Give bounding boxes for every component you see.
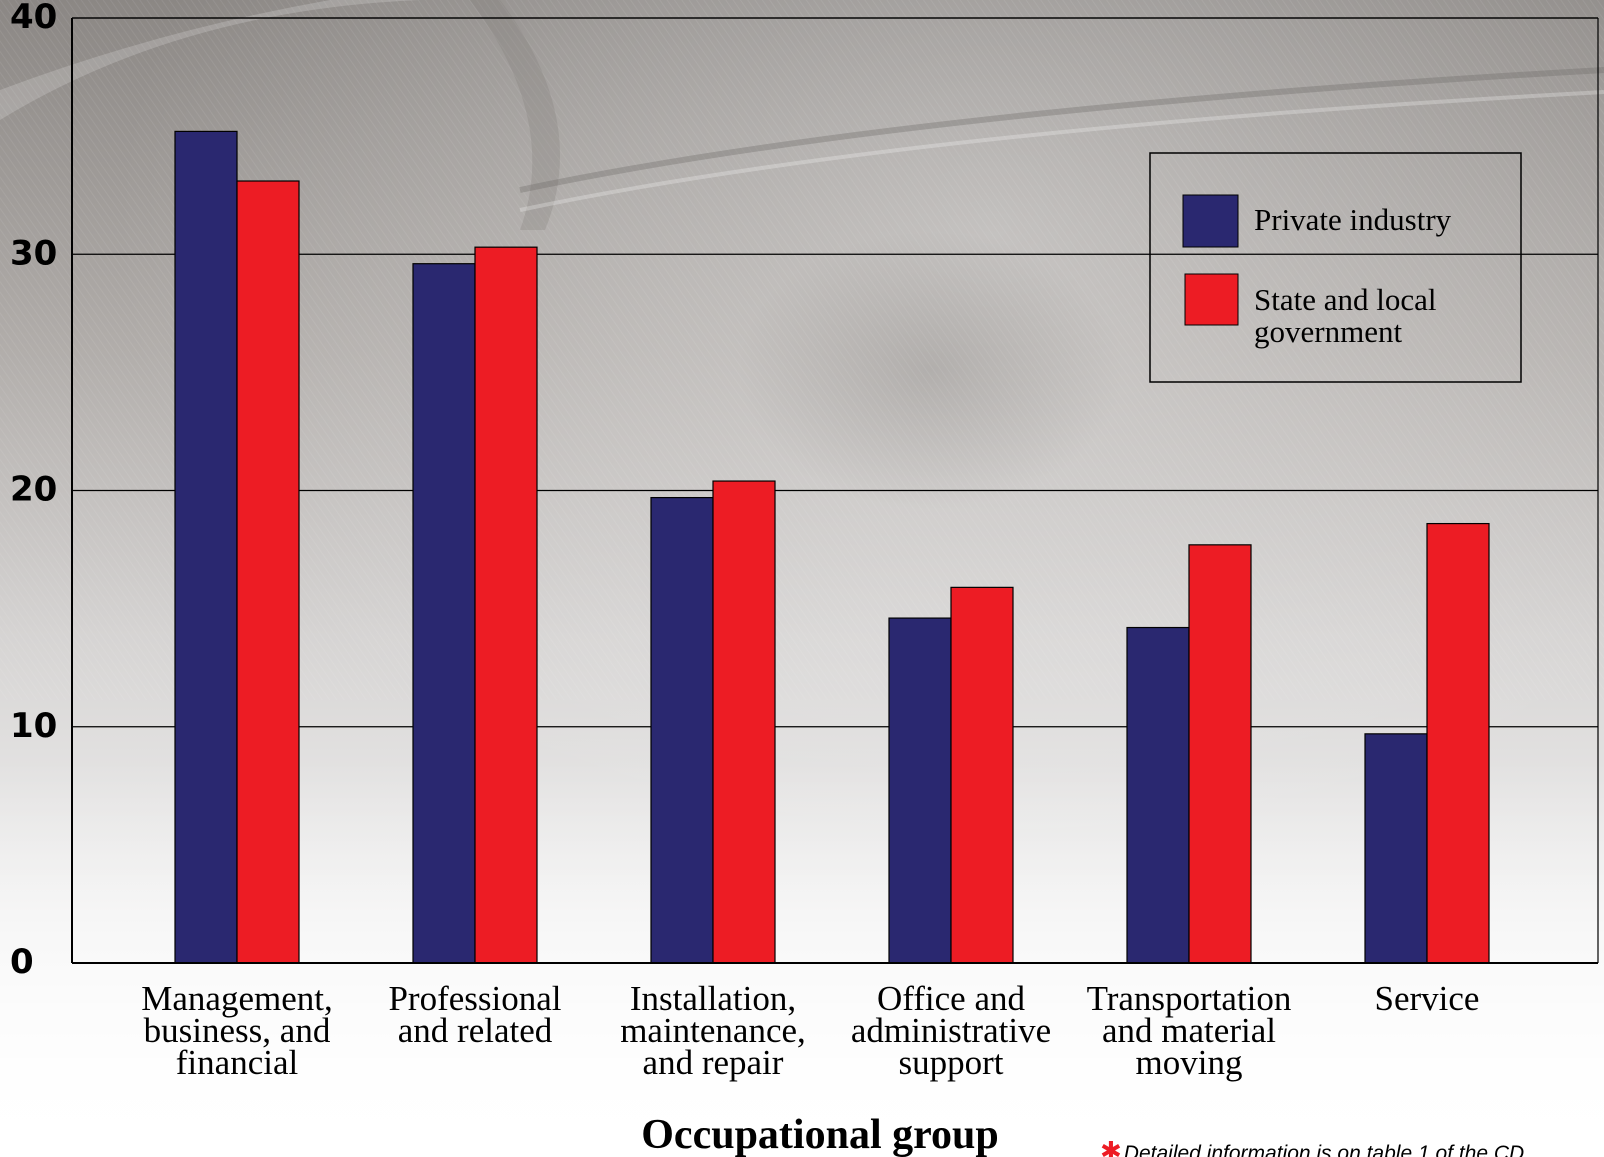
legend-swatch-state-and-local-government: [1184, 273, 1239, 326]
bar-private-industry-management-business-and-financial: [174, 130, 238, 964]
bar-private-industry-transportation-and-material-moving: [1126, 626, 1190, 964]
bar-state-and-local-government-installation-maintenance-and-repair: [712, 480, 776, 964]
bar-private-industry-installation-maintenance-and-repair: [650, 496, 714, 964]
bar-state-and-local-government-professional-and-related: [474, 246, 538, 964]
legend-label-private-industry: Private industry: [1254, 202, 1452, 237]
bar-private-industry-office-and-administrative-support: [888, 617, 952, 964]
bar-private-industry-professional-and-related: [412, 263, 476, 964]
bar-private-industry-service: [1364, 733, 1428, 964]
x-tick-label-transportation-and-material-moving: Transportation and material moving: [1087, 979, 1292, 1082]
x-axis-title: Occupational group: [641, 1112, 998, 1157]
y-tick-label-10: 10: [10, 706, 57, 746]
y-tick-label-20: 20: [10, 470, 57, 510]
footnote: ✱Detailed information is on table 1 of t…: [1100, 1137, 1524, 1157]
x-tick-label-professional-and-related: Professional and related: [388, 979, 561, 1050]
legend: Private industry State and local governme…: [1149, 152, 1522, 383]
y-tick-label-30: 30: [10, 233, 57, 273]
y-tick-labels: 0 10 20 30 40: [10, 0, 57, 982]
x-tick-label-office-and-administrative-support: Office and administrative support: [851, 979, 1051, 1082]
x-tick-label-installation-maintenance-and-repair: Installation, maintenance, and repair: [620, 979, 806, 1082]
axes: [71, 17, 1599, 964]
y-tick-label-40: 40: [10, 0, 57, 37]
bar-state-and-local-government-management-business-and-financial: [236, 180, 300, 964]
legend-box: [1149, 152, 1522, 383]
x-tick-label-management-business-and-financial: Management, business, and financial: [141, 979, 332, 1082]
footnote-text: Detailed information is on table 1 of th…: [1124, 1142, 1524, 1157]
bar-state-and-local-government-service: [1426, 522, 1490, 964]
legend-swatch-private-industry: [1182, 194, 1239, 248]
legend-label-state-and-local-government: State and local government: [1254, 282, 1437, 349]
x-category-labels: Management, business, and financial Profess…: [141, 979, 1479, 1082]
y-tick-label-0: 0: [10, 942, 34, 982]
footnote-star-icon: ✱: [1100, 1137, 1122, 1157]
bar-state-and-local-government-transportation-and-material-moving: [1188, 544, 1252, 964]
footnote-line: ✱Detailed information is on table 1 of t…: [1100, 1137, 1524, 1157]
bars: [174, 130, 1490, 964]
x-tick-label-service: Service: [1375, 979, 1480, 1018]
bar-state-and-local-government-office-and-administrative-support: [950, 586, 1014, 964]
